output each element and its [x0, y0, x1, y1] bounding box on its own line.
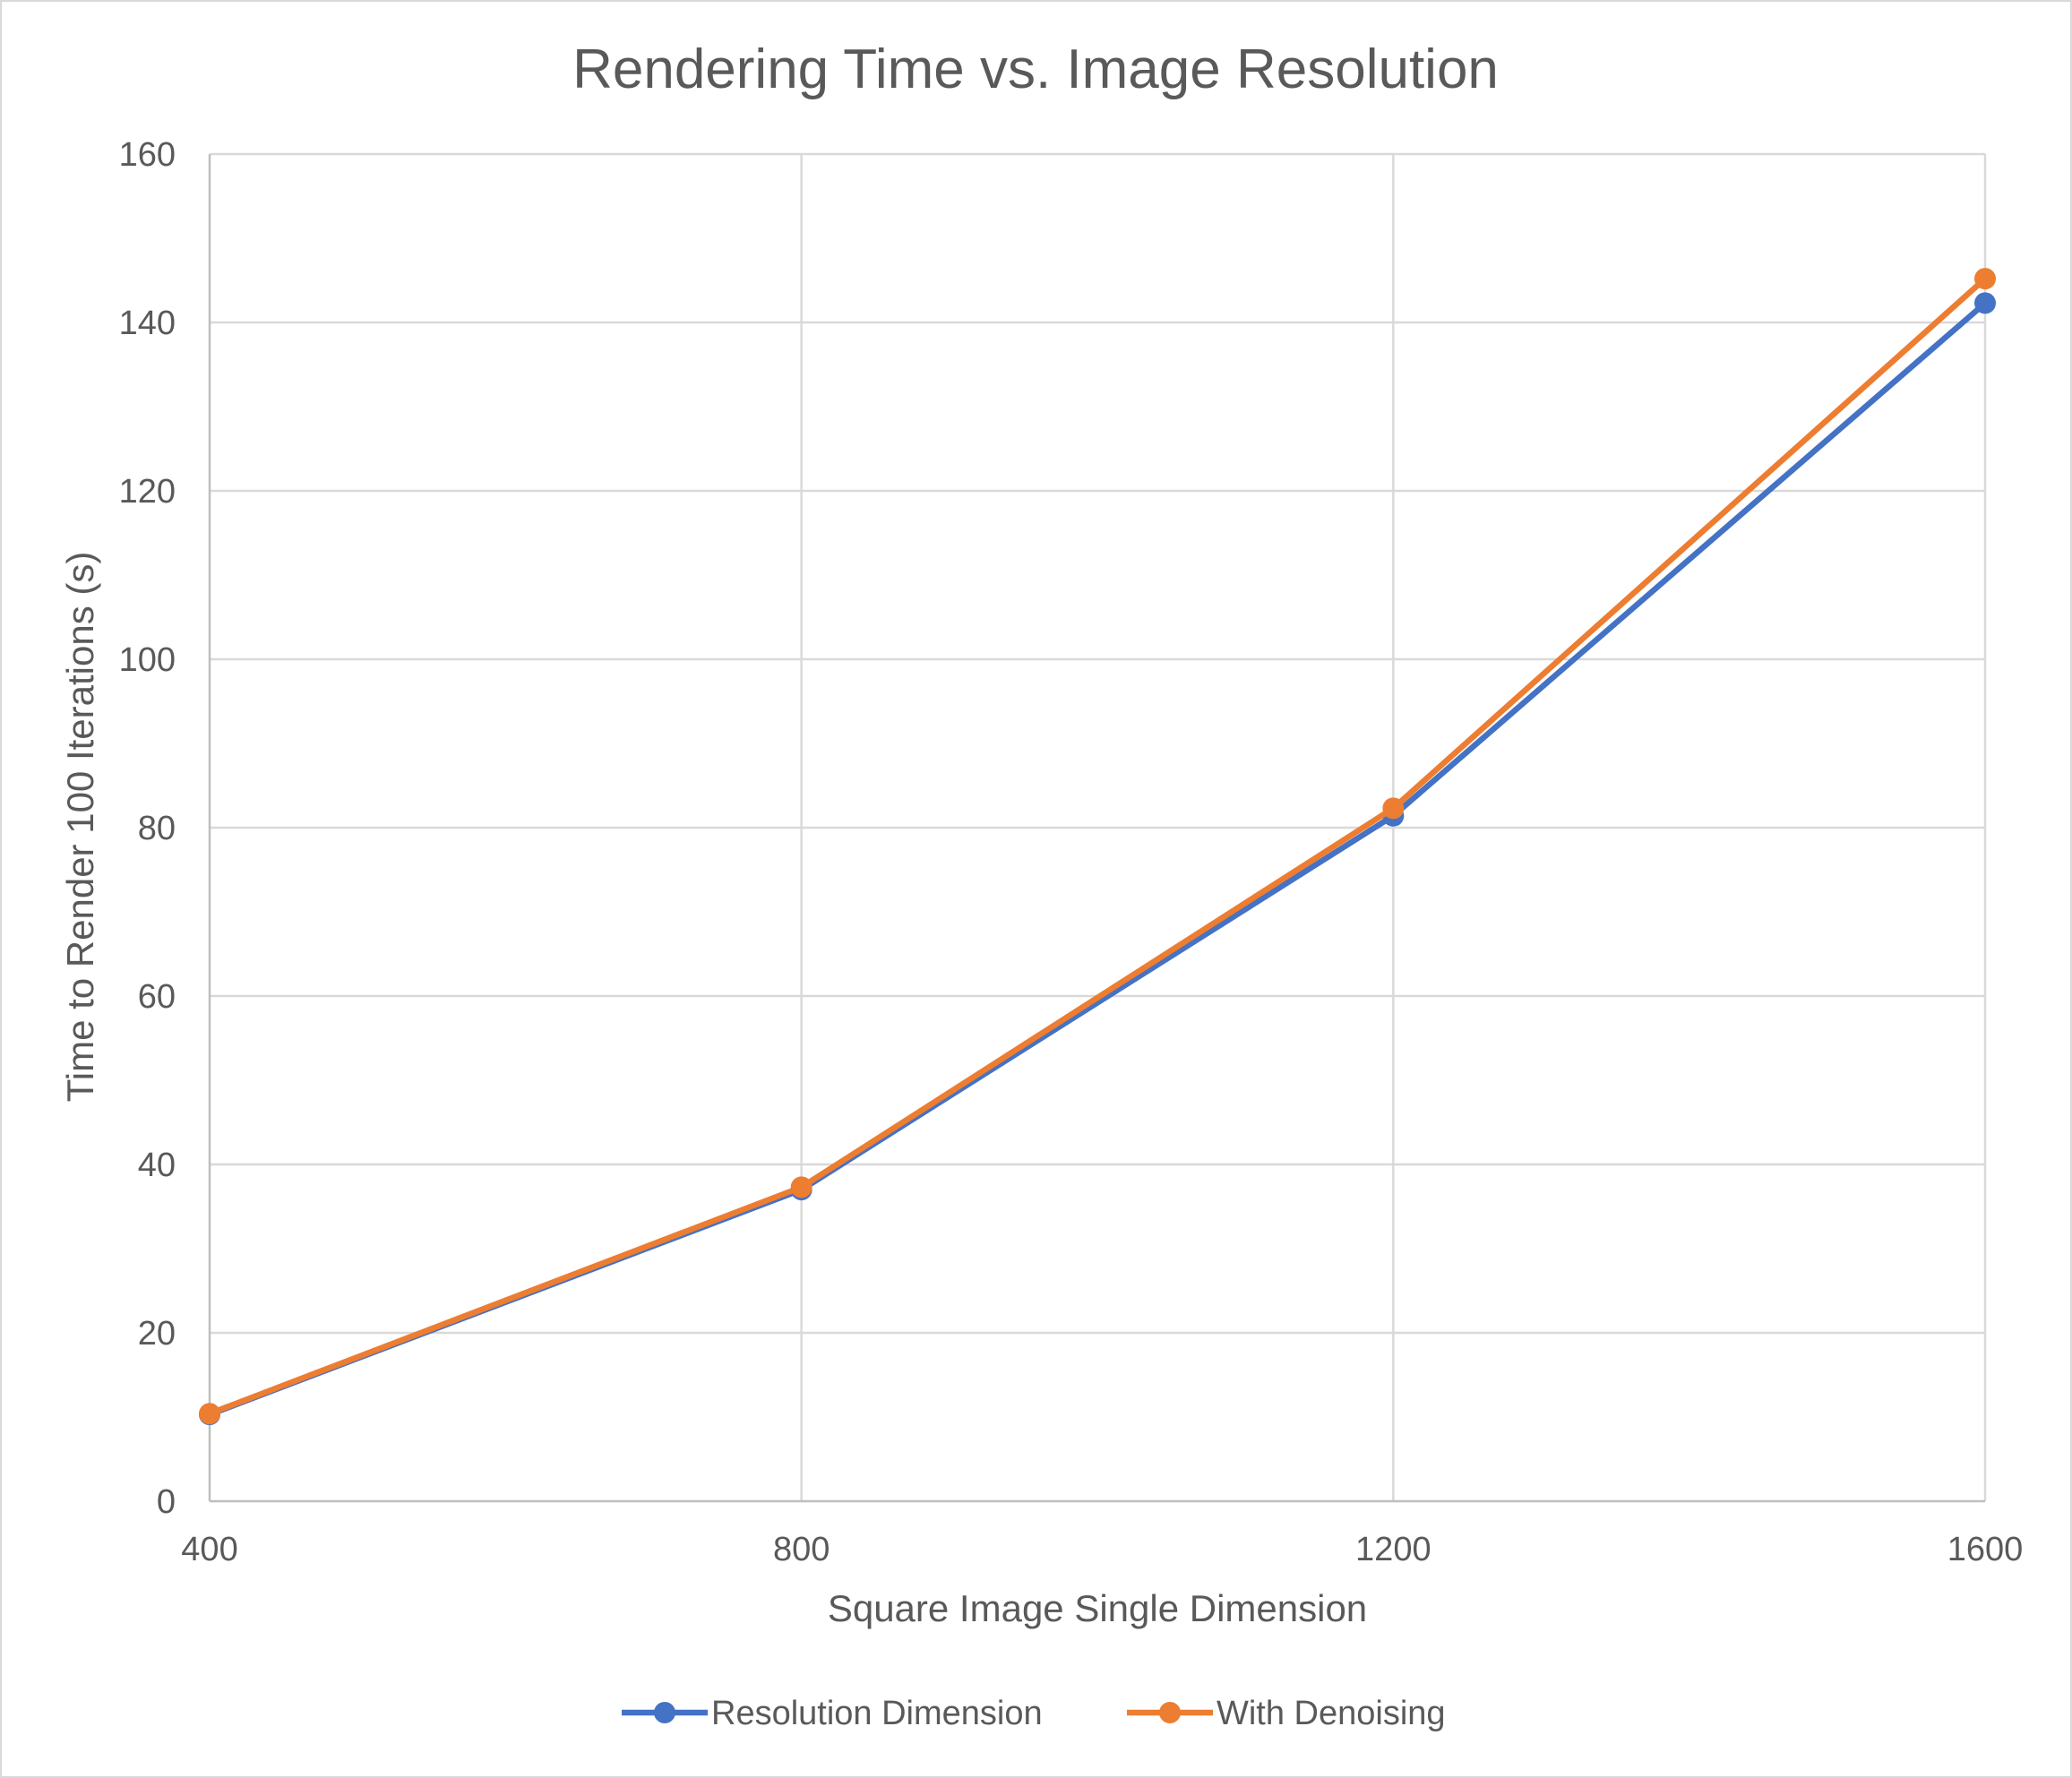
legend-label: Resolution Dimension [711, 1695, 1043, 1732]
legend-marker [654, 1702, 675, 1723]
series-1 [199, 292, 1996, 1426]
y-tick-label: 20 [138, 1315, 176, 1353]
legend-item: Resolution Dimension [622, 1695, 1043, 1732]
y-tick-label: 60 [138, 978, 176, 1016]
chart-title: Rendering Time vs. Image Resolution [572, 39, 1499, 100]
data-point-marker [199, 1403, 220, 1425]
y-axis-title: Time to Render 100 Iterations (s) [59, 552, 101, 1103]
legend-marker [1159, 1702, 1181, 1723]
series-layer [199, 268, 1996, 1426]
series-line [206, 300, 1989, 1418]
data-point-marker [1974, 268, 1996, 290]
series-2 [199, 268, 1996, 1425]
grid-lines [210, 152, 1987, 1501]
axes: 0 20 40 60 80 100 120 140 160 400 800 1200 1600 [119, 136, 2024, 1568]
x-axis-title: Square Image Single Dimension [828, 1587, 1367, 1629]
y-tick-label: 40 [138, 1147, 176, 1184]
legend-label: With Denoising [1217, 1695, 1446, 1732]
y-tick-label: 140 [119, 305, 176, 342]
y-tick-label: 100 [119, 641, 176, 679]
x-tick-label: 1600 [1947, 1531, 2024, 1568]
y-tick-label: 120 [119, 473, 176, 511]
series-line [206, 275, 1989, 1417]
x-tick-label: 800 [773, 1531, 830, 1568]
y-tick-label: 160 [119, 136, 176, 174]
x-tick-label: 1200 [1355, 1531, 1431, 1568]
legend: Resolution Dimension With Denoising [622, 1695, 1446, 1732]
data-point-marker [1974, 292, 1996, 314]
y-tick-label: 0 [157, 1483, 176, 1521]
x-tick-label: 400 [181, 1531, 237, 1568]
data-point-marker [790, 1176, 812, 1198]
data-point-marker [1382, 797, 1405, 820]
y-tick-label: 80 [138, 810, 176, 847]
legend-item: With Denoising [1127, 1695, 1446, 1732]
